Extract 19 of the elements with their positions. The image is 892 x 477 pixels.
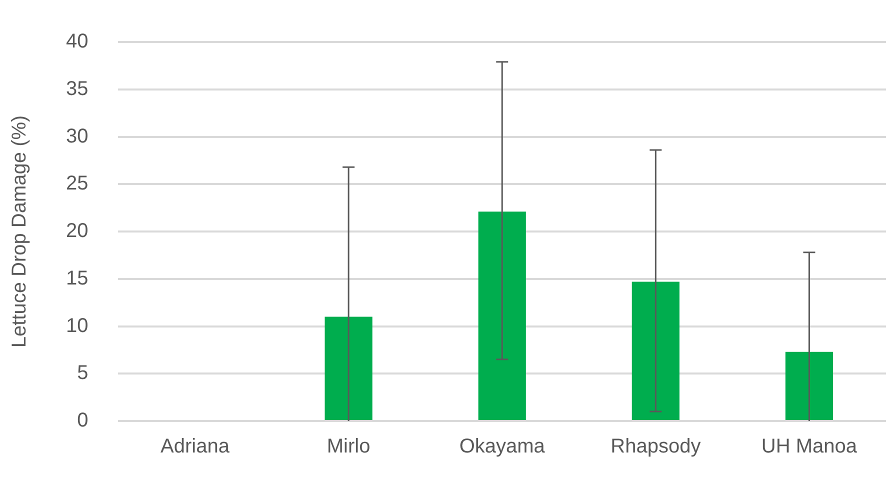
y-tick-label: 30 [66, 125, 88, 148]
bar [324, 316, 372, 420]
x-tick-label: Rhapsody [610, 436, 701, 458]
x-tick-label: Adriana [160, 436, 230, 458]
y-tick-label: 15 [66, 267, 88, 290]
x-tick-label: UH Manoa [761, 436, 858, 458]
y-tick-label: 10 [66, 314, 88, 337]
bar [632, 282, 680, 420]
y-tick-label: 0 [77, 410, 88, 432]
y-tick-label: 20 [66, 220, 88, 242]
y-tick-label: 5 [77, 362, 88, 384]
x-tick-label: Okayama [459, 436, 546, 458]
y-axis-title: Lettuce Drop Damage (%) [8, 115, 31, 348]
y-tick-label: 40 [66, 30, 88, 53]
bar [478, 212, 526, 420]
y-tick-label: 25 [66, 172, 88, 195]
x-tick-label: Mirlo [326, 436, 370, 458]
bar [785, 352, 834, 420]
y-tick-label: 35 [66, 78, 88, 100]
